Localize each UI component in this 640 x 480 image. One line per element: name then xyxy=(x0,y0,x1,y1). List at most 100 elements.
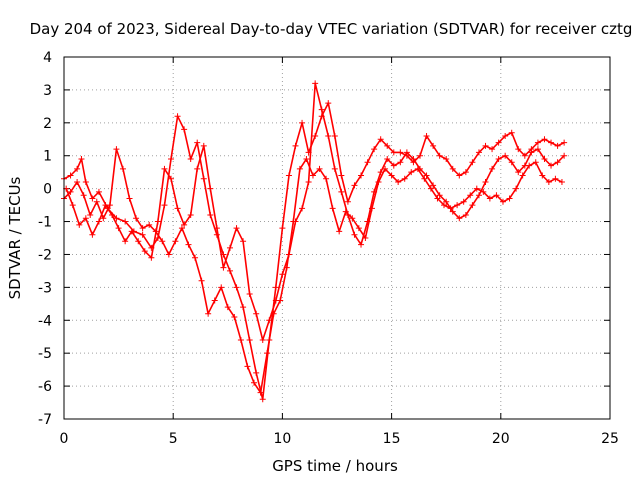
x-tick-label: 20 xyxy=(492,431,510,447)
data-point-marker xyxy=(486,195,493,202)
data-point-marker xyxy=(344,198,351,205)
x-tick-label: 5 xyxy=(169,431,178,447)
data-point-marker xyxy=(279,271,286,278)
data-point-marker xyxy=(408,169,415,176)
data-point-marker xyxy=(377,136,384,143)
data-point-marker xyxy=(323,175,330,182)
data-point-marker xyxy=(272,297,279,304)
data-point-marker xyxy=(168,175,175,182)
data-point-marker xyxy=(213,225,220,232)
data-point-marker xyxy=(237,337,244,344)
data-point-marker xyxy=(194,139,201,146)
data-point-marker xyxy=(251,379,258,386)
data-point-marker xyxy=(460,198,467,205)
data-point-marker xyxy=(521,162,528,169)
data-point-marker xyxy=(146,221,153,228)
data-point-marker xyxy=(318,106,325,113)
data-point-marker xyxy=(279,225,286,232)
data-point-marker xyxy=(449,165,456,172)
x-axis-label: GPS time / hours xyxy=(272,457,398,475)
y-tick-label: -4 xyxy=(38,313,52,329)
y-tick-label: -1 xyxy=(38,215,52,231)
plot-frame xyxy=(63,56,611,420)
data-point-marker xyxy=(508,159,515,166)
data-point-marker xyxy=(506,195,513,202)
data-point-marker xyxy=(224,304,231,311)
data-point-marker xyxy=(87,211,94,218)
data-point-marker xyxy=(364,159,371,166)
data-point-marker xyxy=(416,165,423,172)
data-point-marker xyxy=(299,205,306,212)
data-point-marker xyxy=(253,369,260,376)
data-point-marker xyxy=(351,182,358,189)
data-point-marker xyxy=(192,254,199,261)
data-point-marker xyxy=(421,175,428,182)
data-point-marker xyxy=(561,152,568,159)
data-point-marker xyxy=(159,238,166,245)
data-point-marker xyxy=(296,165,303,172)
data-point-marker xyxy=(161,202,168,209)
data-point-marker xyxy=(403,149,410,156)
data-point-marker xyxy=(423,132,430,139)
data-point-marker xyxy=(358,241,365,248)
data-point-marker xyxy=(148,254,155,261)
y-axis-label: SDTVAR / TECUs xyxy=(6,176,24,299)
y-tick-label: 2 xyxy=(43,116,52,132)
data-point-marker xyxy=(508,129,515,136)
data-point-marker xyxy=(467,192,474,199)
data-point-marker xyxy=(178,225,185,232)
x-tick-label: 25 xyxy=(601,431,619,447)
data-point-marker xyxy=(226,244,233,251)
data-point-marker xyxy=(200,175,207,182)
x-tick-label: 15 xyxy=(383,431,401,447)
data-point-marker xyxy=(364,218,371,225)
data-point-marker xyxy=(384,142,391,149)
chart-title: Day 204 of 2023, Sidereal Day-to-day VTE… xyxy=(30,20,633,38)
data-point-marker xyxy=(475,149,482,156)
series-line xyxy=(63,148,563,394)
data-point-marker xyxy=(545,179,552,186)
data-point-marker xyxy=(441,202,448,209)
data-point-marker xyxy=(515,146,522,153)
data-point-marker xyxy=(218,284,225,291)
data-point-marker xyxy=(89,231,96,238)
data-point-marker xyxy=(305,179,312,186)
data-point-marker xyxy=(548,162,555,169)
data-point-marker xyxy=(233,225,240,232)
data-point-marker xyxy=(240,238,247,245)
data-point-marker xyxy=(102,202,109,209)
series-track-3 xyxy=(63,80,568,344)
data-point-marker xyxy=(74,165,81,172)
x-tick-label: 0 xyxy=(60,431,69,447)
data-point-marker xyxy=(115,225,122,232)
data-point-marker xyxy=(430,182,437,189)
data-point-marker xyxy=(174,205,181,212)
data-point-marker xyxy=(126,195,133,202)
data-point-marker xyxy=(240,304,247,311)
y-tick-label: -5 xyxy=(38,346,52,362)
data-point-marker xyxy=(174,113,181,120)
data-point-marker xyxy=(285,172,292,179)
data-point-marker xyxy=(443,156,450,163)
data-point-marker xyxy=(246,337,253,344)
data-point-marker xyxy=(198,277,205,284)
y-tick-label: 0 xyxy=(43,182,52,198)
data-point-marker xyxy=(231,313,238,320)
data-point-marker xyxy=(434,195,441,202)
data-point-marker xyxy=(316,165,323,172)
data-point-marker xyxy=(561,139,568,146)
data-point-marker xyxy=(82,215,89,222)
data-point-marker xyxy=(423,172,430,179)
data-point-marker xyxy=(395,179,402,186)
data-point-marker xyxy=(100,215,107,222)
data-point-marker xyxy=(181,221,188,228)
data-point-marker xyxy=(554,159,561,166)
data-point-marker xyxy=(528,149,535,156)
data-point-marker xyxy=(390,162,397,169)
data-point-marker xyxy=(430,142,437,149)
data-point-marker xyxy=(95,188,102,195)
data-point-marker xyxy=(69,202,76,209)
data-point-marker xyxy=(74,179,81,186)
data-point-marker xyxy=(93,198,100,205)
